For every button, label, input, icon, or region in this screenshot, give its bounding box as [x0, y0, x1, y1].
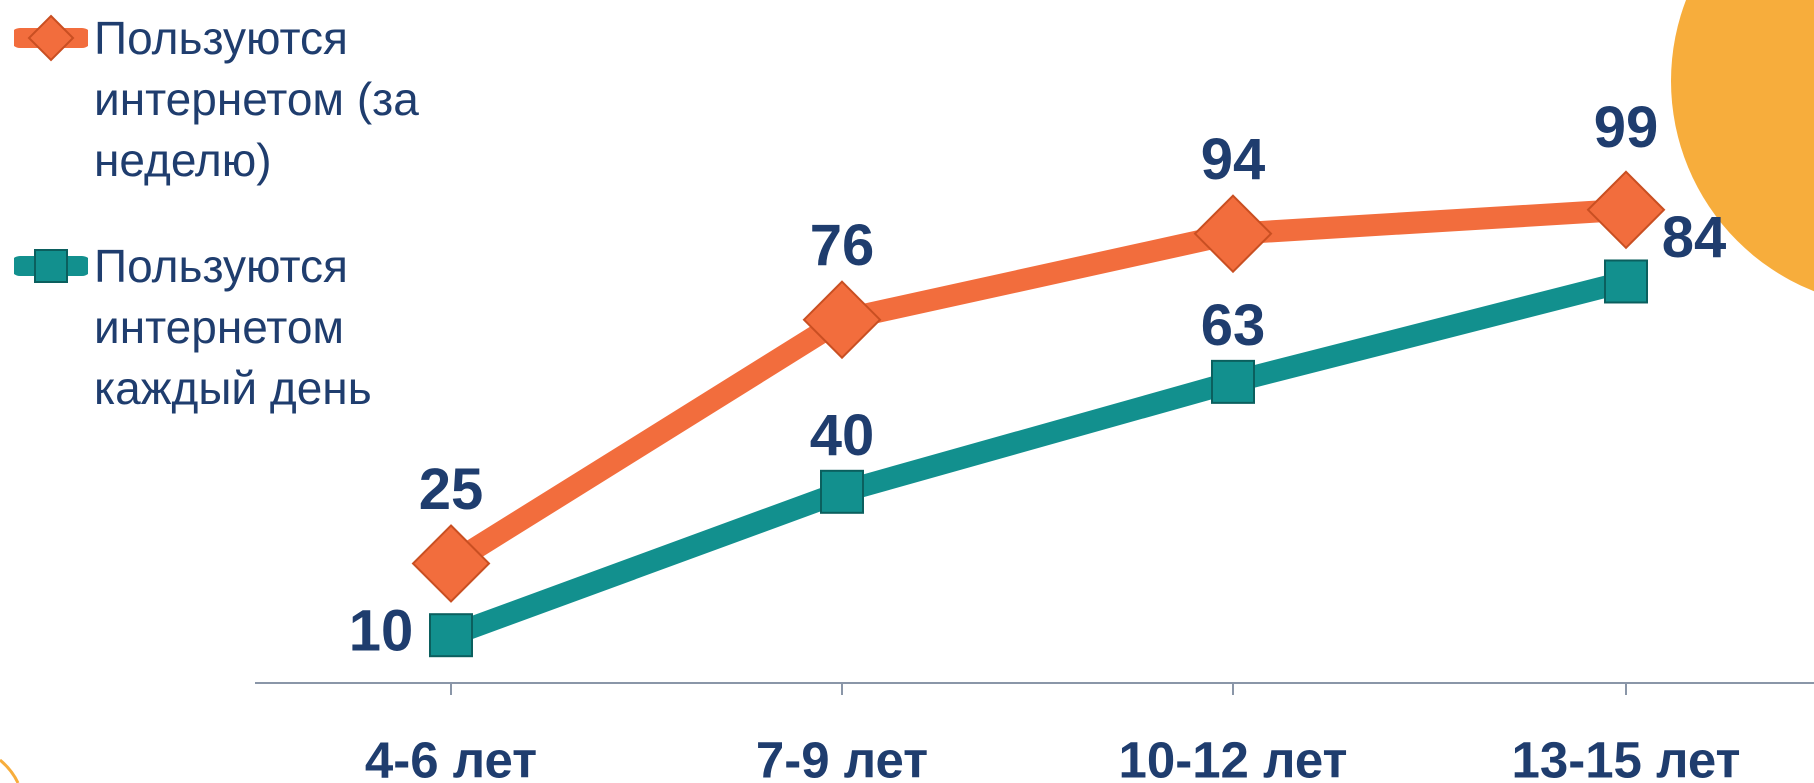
legend-marker	[27, 14, 75, 62]
legend-icon	[14, 14, 88, 62]
x-tick-label: 13-15 лет	[1511, 731, 1740, 783]
series-line	[447, 270, 1629, 646]
data-label: 63	[1201, 293, 1266, 358]
legend-item: Пользуются интернетом (за неделю)	[14, 8, 454, 191]
marker	[1211, 359, 1255, 404]
legend-marker	[34, 249, 68, 283]
marker	[802, 280, 882, 360]
data-label: 84	[1662, 205, 1727, 270]
data-label: 40	[810, 403, 875, 468]
marker	[429, 613, 473, 658]
marker	[1193, 194, 1273, 274]
x-tick-label: 10-12 лет	[1118, 731, 1347, 783]
data-label: 25	[419, 457, 484, 522]
legend-icon	[14, 249, 88, 283]
legend-label: Пользуются интернетом (за неделю)	[94, 12, 419, 186]
legend-item: Пользуются интернетом каждый день	[14, 236, 454, 419]
marker	[1604, 259, 1648, 304]
data-label: 76	[810, 213, 875, 278]
marker	[1586, 170, 1666, 250]
marker	[820, 469, 864, 514]
data-label: 99	[1594, 95, 1659, 160]
data-label: 94	[1201, 127, 1266, 192]
legend-label: Пользуются интернетом каждый день	[94, 240, 372, 414]
x-tick-label: 7-9 лет	[756, 731, 928, 783]
series-line	[445, 198, 1627, 573]
decor-circle	[1671, 0, 1814, 292]
data-label: 10	[349, 599, 414, 664]
marker	[411, 524, 491, 603]
decor-curve	[0, 758, 20, 783]
x-tick-label: 4-6 лет	[365, 731, 537, 783]
